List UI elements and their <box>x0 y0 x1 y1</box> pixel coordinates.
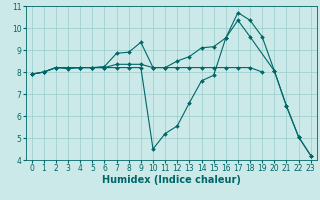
X-axis label: Humidex (Indice chaleur): Humidex (Indice chaleur) <box>102 175 241 185</box>
